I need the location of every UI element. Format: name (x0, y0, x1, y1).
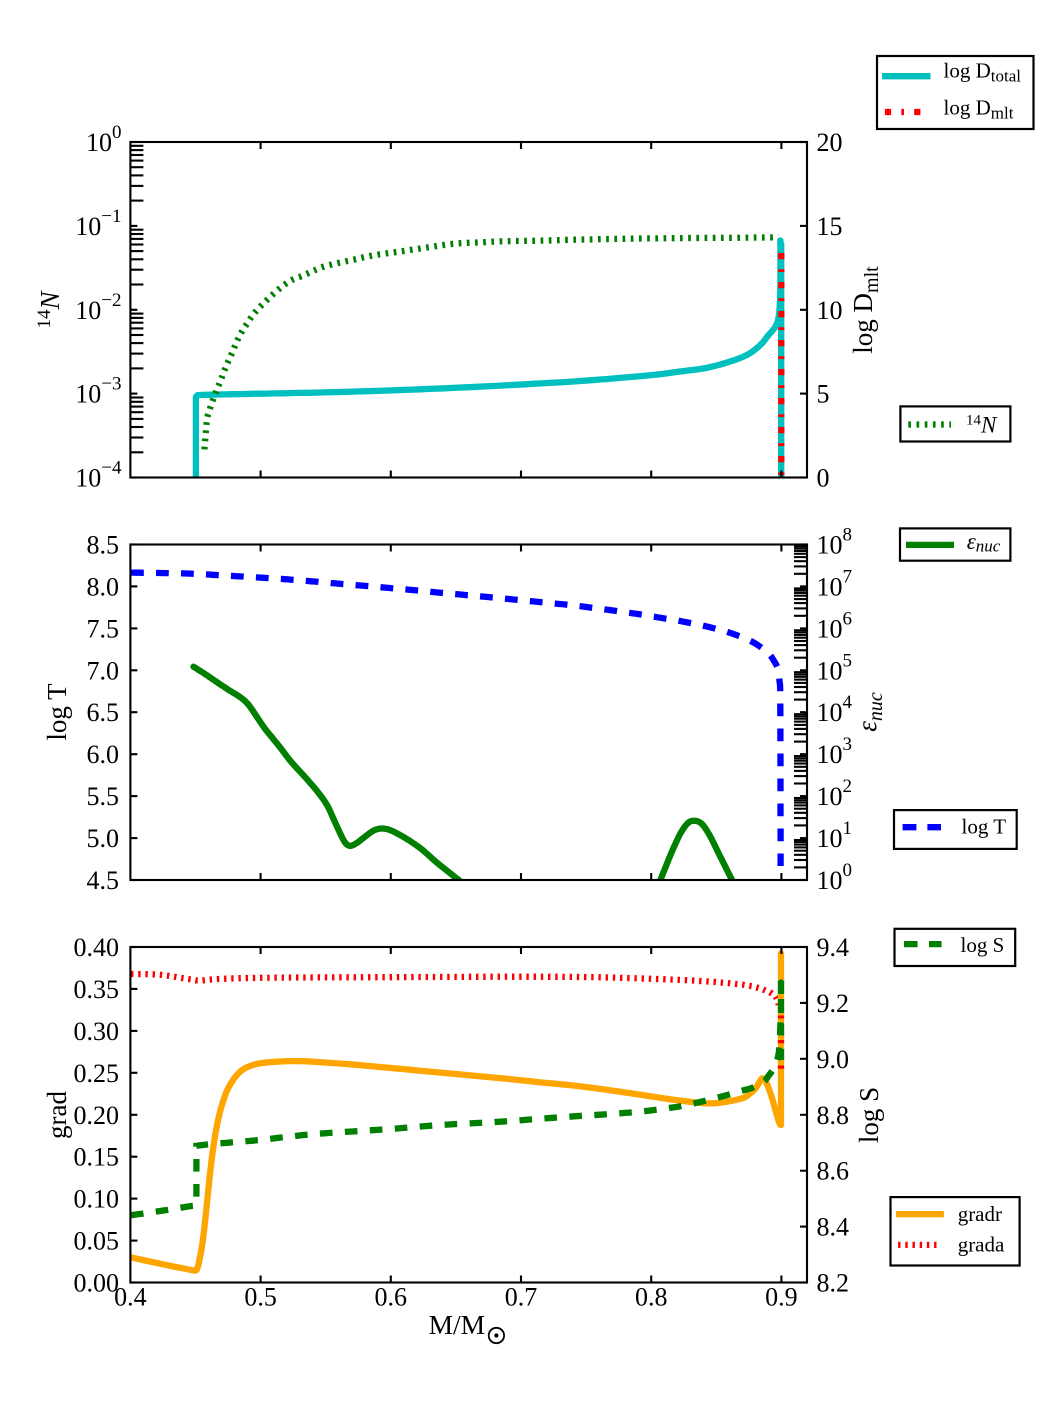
svg-text:log Dmlt: log Dmlt (944, 96, 1014, 123)
svg-text:10: 10 (817, 296, 843, 325)
svg-text:grada: grada (958, 1233, 1005, 1257)
svg-text:0.00: 0.00 (74, 1269, 120, 1298)
svg-text:9.4: 9.4 (817, 933, 850, 962)
svg-text:8.8: 8.8 (817, 1101, 850, 1130)
svg-text:log T: log T (42, 683, 72, 741)
svg-text:0.30: 0.30 (74, 1017, 120, 1046)
svg-text:5: 5 (817, 380, 830, 409)
svg-text:0: 0 (817, 464, 830, 493)
svg-text:6.5: 6.5 (87, 698, 120, 727)
svg-text:5.0: 5.0 (87, 824, 120, 853)
svg-text:14N: 14N (34, 290, 65, 329)
svg-text:6.0: 6.0 (87, 740, 120, 769)
svg-text:8.2: 8.2 (817, 1269, 850, 1298)
svg-text:8.0: 8.0 (87, 572, 120, 601)
svg-text:M/M: M/M (429, 1309, 486, 1340)
svg-text:0.40: 0.40 (74, 933, 120, 962)
svg-text:0.7: 0.7 (505, 1283, 538, 1312)
svg-text:0.20: 0.20 (74, 1101, 120, 1130)
svg-text:0.25: 0.25 (74, 1059, 120, 1088)
svg-text:log S: log S (854, 1087, 884, 1143)
svg-text:4.5: 4.5 (87, 866, 120, 895)
svg-text:8.5: 8.5 (87, 531, 120, 560)
svg-text:20: 20 (817, 128, 843, 157)
svg-text:8.6: 8.6 (817, 1157, 850, 1186)
svg-text:log Dmlt: log Dmlt (848, 266, 883, 354)
svg-text:0.35: 0.35 (74, 975, 120, 1004)
svg-text:15: 15 (817, 212, 843, 241)
svg-text:5.5: 5.5 (87, 782, 120, 811)
svg-text:7.5: 7.5 (87, 614, 120, 643)
svg-text:log T: log T (962, 815, 1007, 839)
svg-text:8.4: 8.4 (817, 1213, 850, 1242)
svg-text:0.4: 0.4 (114, 1283, 147, 1312)
svg-text:7.0: 7.0 (87, 656, 120, 685)
svg-text:9.2: 9.2 (817, 989, 850, 1018)
svg-text:0.9: 0.9 (765, 1283, 798, 1312)
svg-text:10−3: 10−3 (75, 374, 121, 409)
svg-text:0.5: 0.5 (244, 1283, 277, 1312)
svg-text:log S: log S (961, 933, 1005, 957)
svg-text:gradr: gradr (958, 1202, 1002, 1226)
svg-text:0.05: 0.05 (74, 1227, 120, 1256)
svg-text:0.8: 0.8 (635, 1283, 668, 1312)
svg-text:grad: grad (42, 1091, 72, 1139)
svg-text:9.0: 9.0 (817, 1045, 850, 1074)
svg-text:0.15: 0.15 (74, 1143, 120, 1172)
svg-text:0.6: 0.6 (375, 1283, 408, 1312)
svg-text:0.10: 0.10 (74, 1185, 120, 1214)
